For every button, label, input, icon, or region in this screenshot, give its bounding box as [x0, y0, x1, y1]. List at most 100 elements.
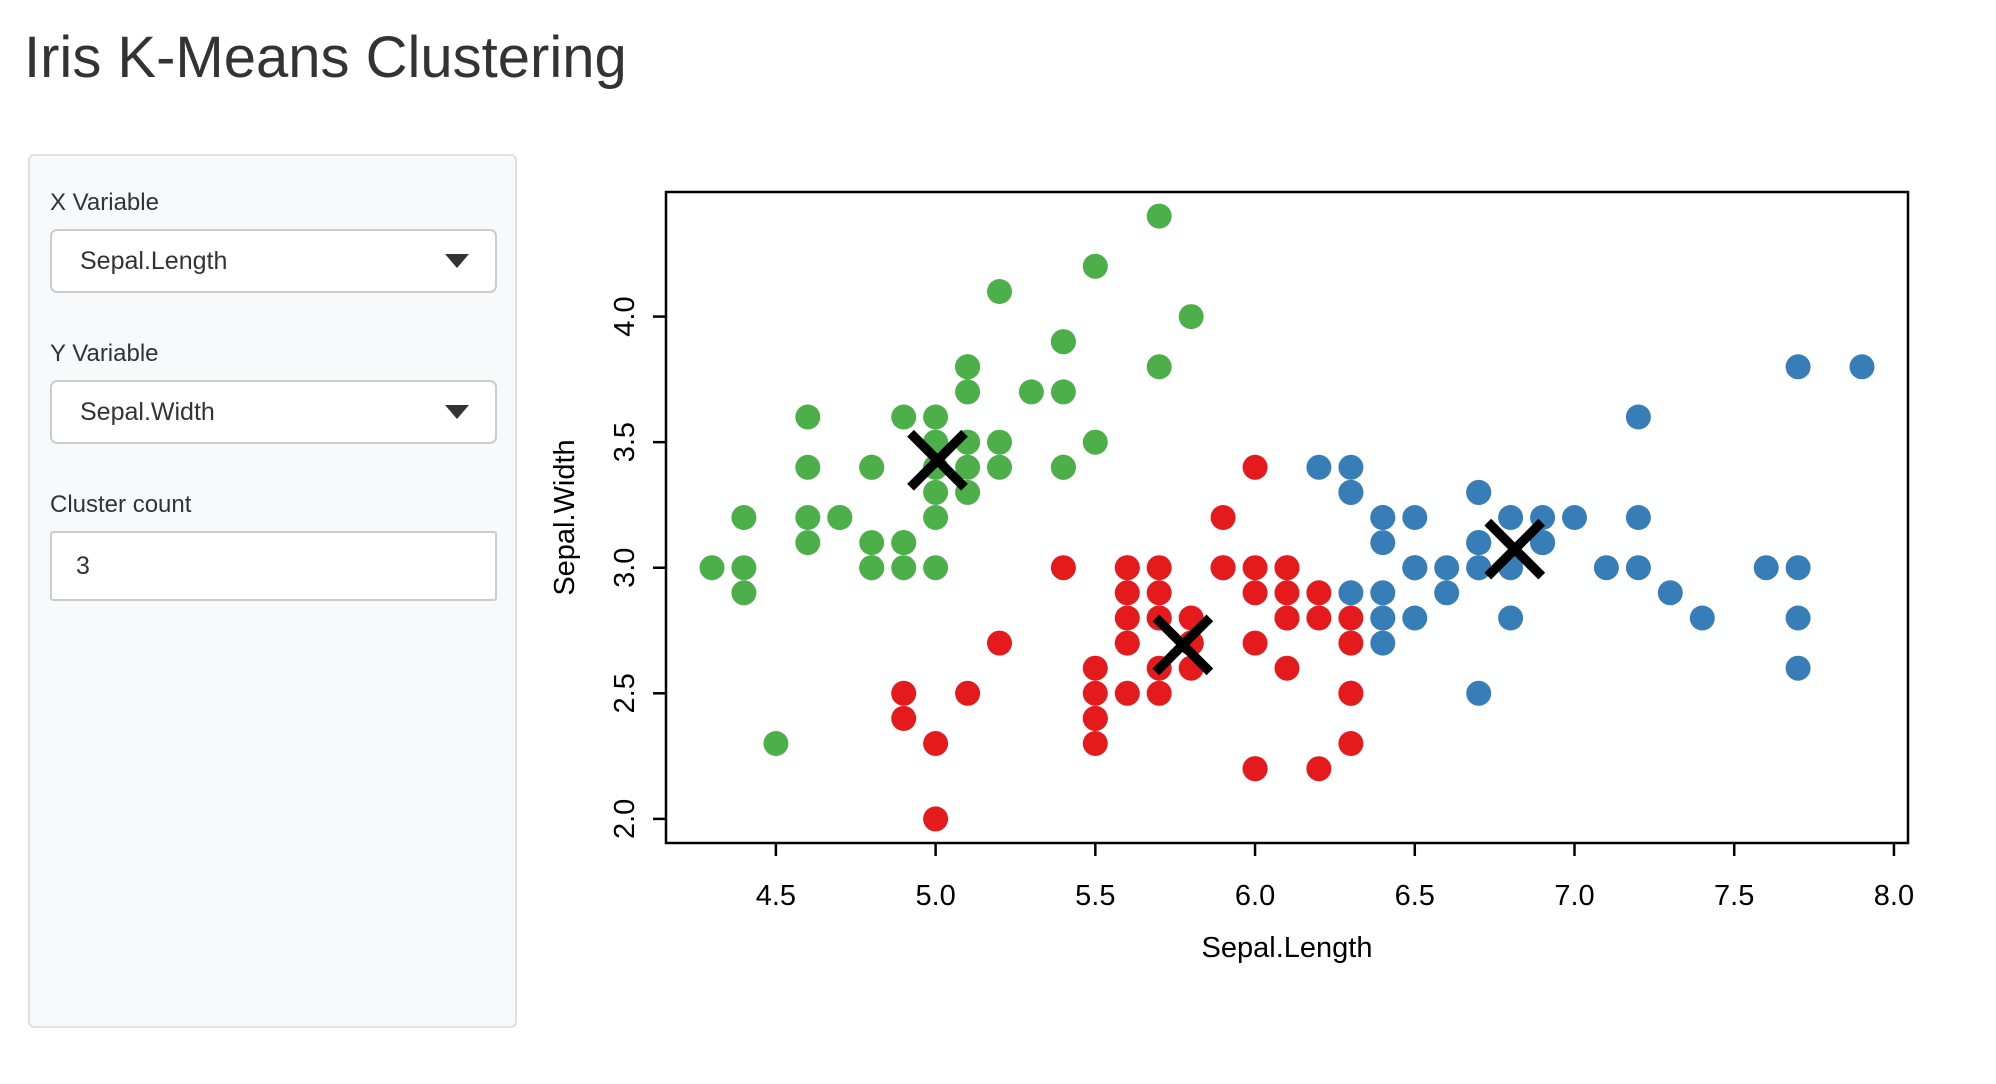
scatter-point — [731, 555, 757, 581]
x-tick-label: 5.5 — [1075, 880, 1115, 912]
y-tick-label: 2.5 — [609, 673, 641, 713]
scatter-point — [1530, 530, 1556, 556]
scatter-point — [1657, 580, 1683, 606]
scatter-point — [1242, 555, 1268, 581]
scatter-point — [1178, 630, 1204, 656]
scatter-point — [891, 404, 917, 430]
scatter-point — [1050, 329, 1076, 355]
scatter-point — [1498, 555, 1524, 581]
scatter-point — [891, 555, 917, 581]
scatter-point — [1274, 580, 1300, 606]
scatter-point — [859, 530, 885, 556]
scatter-point — [1178, 630, 1204, 656]
scatter-point — [1274, 555, 1300, 581]
x-variable-select[interactable]: Sepal.Length — [50, 229, 497, 293]
scatter-point — [1785, 555, 1811, 581]
scatter-point — [987, 454, 1012, 480]
y-tick-label: 2.0 — [609, 799, 641, 839]
x-tick-label: 6.0 — [1235, 880, 1275, 912]
scatter-point — [1530, 530, 1556, 556]
scatter-point — [1146, 203, 1172, 229]
scatter-point — [1050, 555, 1076, 581]
scatter-point — [1530, 505, 1556, 530]
scatter-point — [1210, 555, 1236, 581]
x-tick-label: 4.5 — [756, 880, 796, 912]
scatter-point — [1242, 756, 1268, 782]
cluster-count-group: Cluster count — [50, 490, 497, 601]
scatter-point — [1338, 454, 1364, 480]
scatter-point — [1082, 731, 1108, 756]
scatter-point — [1178, 304, 1204, 330]
scatter-point — [987, 630, 1012, 656]
scatter-point — [1753, 555, 1779, 581]
scatter-point — [923, 404, 949, 430]
scatter-point — [1178, 630, 1204, 656]
scatter-point — [1785, 354, 1811, 380]
scatter-point — [1178, 605, 1204, 631]
scatter-point — [1338, 479, 1364, 505]
scatter-point — [955, 354, 981, 380]
cluster-count-input[interactable] — [50, 531, 497, 601]
scatter-point — [1466, 530, 1492, 556]
y-tick-label: 3.0 — [609, 548, 641, 588]
scatter-point — [1306, 580, 1332, 606]
scatter-point — [955, 429, 981, 455]
scatter-point — [1114, 555, 1140, 581]
scatter-point — [1625, 555, 1651, 581]
scatter-point — [955, 680, 981, 706]
cluster-center-marker — [1152, 614, 1214, 676]
scatter-point — [1466, 530, 1492, 556]
scatter-point — [859, 454, 885, 480]
x-tick-label: 8.0 — [1874, 880, 1914, 912]
scatter-point — [1466, 479, 1492, 505]
scatter-point — [1274, 605, 1300, 631]
scatter-point — [1625, 404, 1651, 430]
scatter-point — [1050, 329, 1076, 355]
scatter-point — [1370, 605, 1396, 631]
scatter-point — [955, 379, 981, 405]
scatter-point — [731, 580, 757, 606]
scatter-point — [1370, 630, 1396, 656]
scatter-point — [1434, 555, 1460, 581]
scatter-point — [987, 429, 1012, 455]
y-variable-select[interactable]: Sepal.Width — [50, 380, 497, 444]
scatter-point — [827, 505, 853, 530]
scatter-point — [1146, 655, 1172, 681]
scatter-point — [923, 454, 949, 480]
scatter-point — [795, 454, 821, 480]
scatter-point — [1370, 530, 1396, 556]
scatter-point — [923, 555, 949, 581]
x-variable-selected-value: Sepal.Length — [80, 247, 228, 275]
scatter-point — [955, 354, 981, 380]
scatter-point — [1689, 605, 1715, 631]
scatter-point — [1370, 580, 1396, 606]
scatter-point — [795, 530, 821, 556]
scatter-point — [1210, 505, 1236, 530]
scatter-point — [1114, 630, 1140, 656]
x-tick-label: 7.0 — [1554, 880, 1594, 912]
scatter-point — [1018, 379, 1044, 405]
scatter-point — [891, 530, 917, 556]
scatter-point — [1785, 605, 1811, 631]
scatter-point — [1146, 580, 1172, 606]
x-variable-group: X Variable Sepal.Length — [50, 188, 497, 293]
scatter-point — [1370, 505, 1396, 530]
scatter-point — [763, 731, 789, 756]
scatter-point — [1466, 680, 1492, 706]
scatter-point — [1849, 354, 1875, 380]
scatter-point — [795, 404, 821, 430]
scatter-point — [1114, 580, 1140, 606]
cluster-center-marker — [1484, 518, 1546, 580]
caret-down-icon — [445, 254, 469, 268]
scatter-point — [1338, 479, 1364, 505]
scatter-point — [1242, 580, 1268, 606]
scatter-point — [1146, 680, 1172, 706]
x-axis-label: Sepal.Length — [1202, 932, 1373, 964]
scatter-point — [1402, 555, 1428, 581]
y-variable-label: Y Variable — [50, 340, 159, 367]
scatter-point — [731, 505, 757, 530]
scatter-point — [1338, 630, 1364, 656]
scatter-point — [859, 555, 885, 581]
scatter-point — [1274, 655, 1300, 681]
